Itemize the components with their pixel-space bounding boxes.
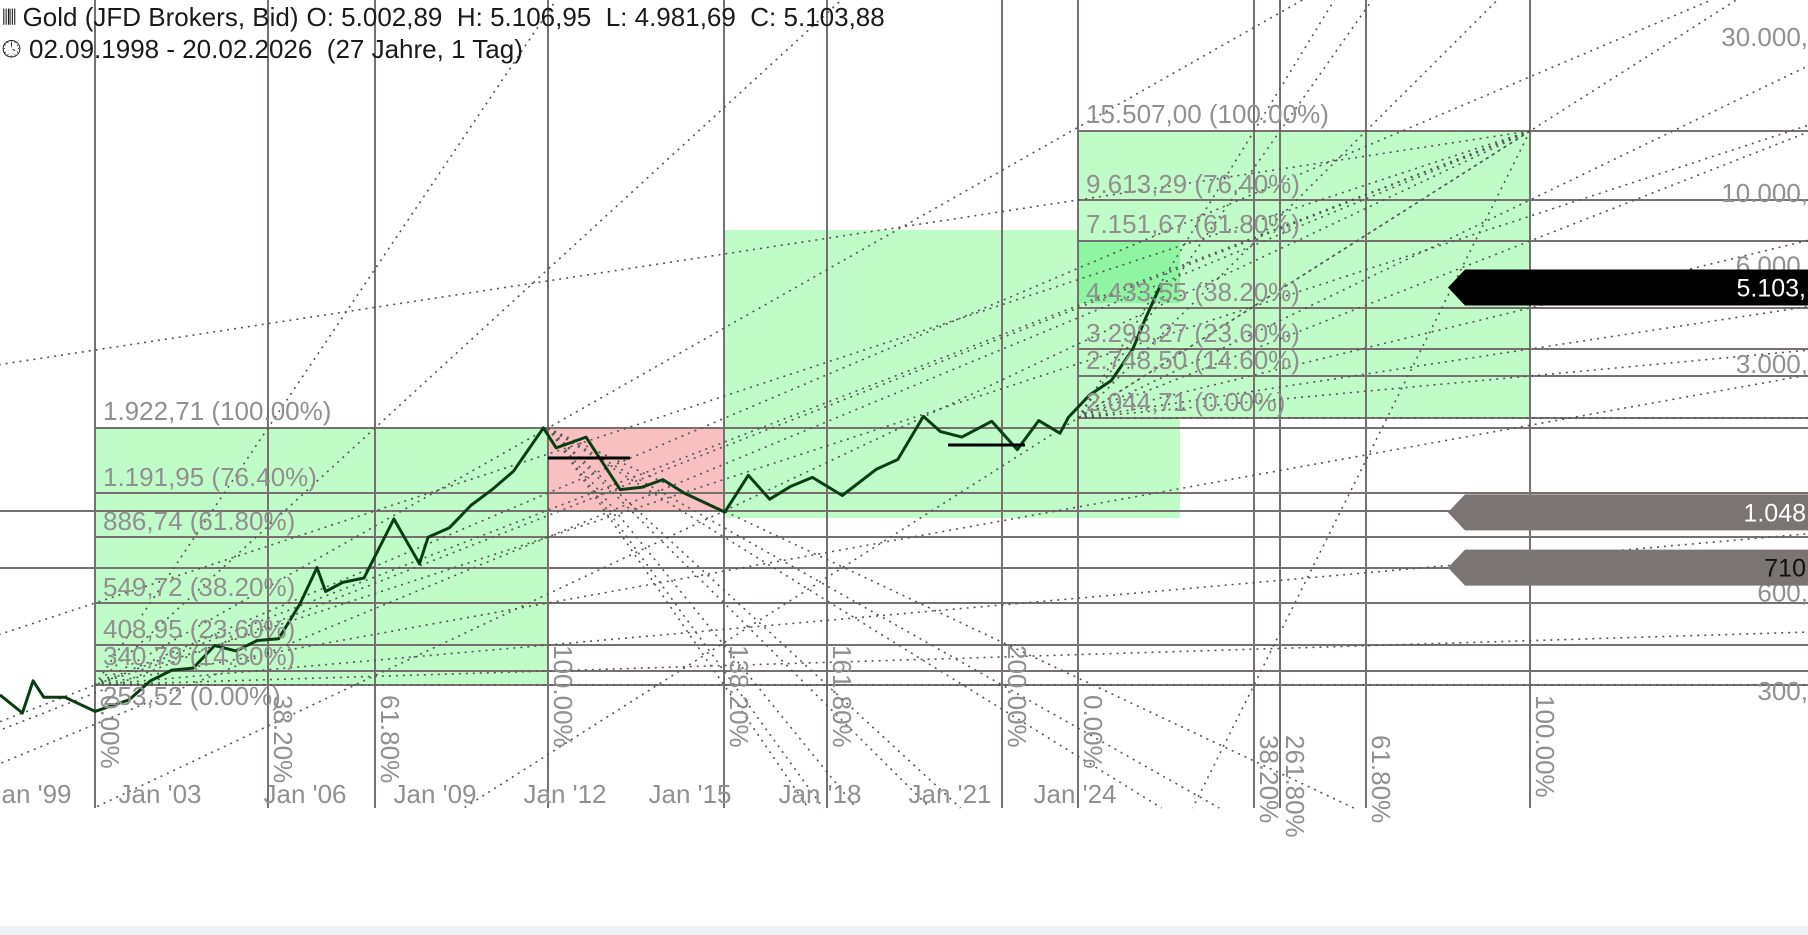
price-line (0, 286, 1161, 715)
fib-time-label: 138.20% (724, 645, 754, 748)
y-axis-label: 30.000, (1721, 22, 1808, 52)
fib-label-right: 2.748,50 (14.60%) (1086, 345, 1300, 375)
gann-fan-line (1077, 349, 1808, 419)
x-axis-label: Jan '06 (263, 779, 346, 809)
gann-fan-line (1077, 0, 1373, 419)
gann-fan-line (0, 130, 1531, 636)
y-axis-label: 3.000, (1736, 349, 1808, 379)
x-axis-label: Jan '12 (523, 779, 606, 809)
gann-fan-line (1192, 130, 1531, 809)
fib-label-left: 408,95 (23.60%) (103, 614, 295, 644)
date-range: 02.09.1998 - 20.02.2026 (27 Jahre, 1 Tag… (28, 34, 523, 64)
x-axis-label: Jan '18 (778, 779, 861, 809)
fib-time-label: 100.00% (1530, 695, 1560, 798)
fib-label-left: 886,74 (61.80%) (103, 506, 295, 536)
fib-time-label: 0.00% (95, 695, 125, 769)
gann-fan-line (94, 0, 842, 686)
gann-fan-line (94, 631, 1808, 686)
fib-label-right: 2.044,71 (0.00%) (1086, 387, 1285, 417)
fib-label-left: 549,72 (38.20%) (103, 572, 295, 602)
gann-fan-line (1077, 0, 1336, 419)
clock-icon: 🕓︎ (2, 35, 21, 63)
fib-label-left: 1.191,95 (76.40%) (103, 462, 317, 492)
fib-time-label: 0.00% (1078, 695, 1108, 769)
fib-time-label: 200.00% (1002, 645, 1032, 748)
gann-fan-line (0, 130, 1531, 731)
gann-fan-line (547, 427, 824, 809)
price-tag-label: 5.103, (1736, 275, 1806, 303)
x-axis-label: Jan '03 (118, 779, 201, 809)
fib-label-left: 253,52 (0.00%) (103, 681, 281, 711)
price-tag (1448, 494, 1808, 531)
fib-label-left: 340,79 (14.60%) (103, 641, 295, 671)
fib-label-left: 1.922,71 (100.00%) (103, 396, 331, 426)
gann-fan-line (547, 427, 1162, 809)
fib-time-label: 38.20% (268, 695, 298, 783)
ohlc-values: O: 5.002,89 H: 5.106,95 L: 4.981,69 C: 5… (306, 2, 885, 32)
x-axis-label: Jan '99 (0, 779, 72, 809)
bottom-strip (0, 926, 1808, 935)
gann-fan-line (94, 374, 1808, 686)
x-axis-label: Jan '24 (1033, 779, 1116, 809)
fib-time-label: 61.80% (375, 695, 405, 783)
price-tag (1448, 549, 1808, 586)
gann-fan-line (1077, 0, 1499, 419)
fib-time-label: 38.20% (1254, 735, 1284, 823)
fib-time-label: 161.80% (827, 645, 857, 748)
price-tag (1448, 269, 1808, 306)
y-axis-label: 300, (1757, 676, 1808, 706)
fib-label-right: 4.433,55 (38.20%) (1086, 277, 1300, 307)
price-tag-label: 1.048 (1743, 499, 1806, 527)
fib-time-label: 261.80% (1280, 735, 1310, 838)
fib-time-label: 100.00% (548, 645, 578, 748)
instrument-title: Gold (JFD Brokers, Bid) (22, 2, 299, 32)
price-tag-label: 710 (1764, 555, 1806, 583)
y-axis-label: 10.000, (1721, 178, 1808, 208)
gann-fan-line (0, 130, 1531, 765)
gann-fan-line (463, 130, 1531, 809)
x-axis-label: Jan '21 (908, 779, 991, 809)
gann-fan-line (0, 130, 1531, 723)
gann-fan-line (547, 427, 931, 809)
gann-fan-line (0, 130, 1531, 366)
candlestick-icon: ⫼⫼ (2, 7, 16, 27)
fib-label-right: 7.151,67 (61.80%) (1086, 209, 1300, 239)
gann-fan-line (547, 427, 962, 809)
x-axis-label: Jan '09 (393, 779, 476, 809)
gann-fan-line (547, 427, 857, 809)
gann-fan-line (547, 427, 1220, 809)
chart-header-line2: 🕓︎ 02.09.1998 - 20.02.2026 (27 Jahre, 1 … (2, 34, 523, 65)
gann-fan-line (94, 0, 1303, 686)
fib-time-label: 61.80% (1366, 735, 1396, 823)
fib-label-right: 9.613,29 (76.40%) (1086, 169, 1300, 199)
fib-label-right: 3.298,27 (23.60%) (1086, 318, 1300, 348)
chart-header-line1: ⫼⫼ Gold (JFD Brokers, Bid) O: 5.002,89 H… (2, 2, 885, 33)
x-axis-label: Jan '15 (648, 779, 731, 809)
fib-label-right: 15.507,00 (100.00%) (1086, 99, 1329, 129)
